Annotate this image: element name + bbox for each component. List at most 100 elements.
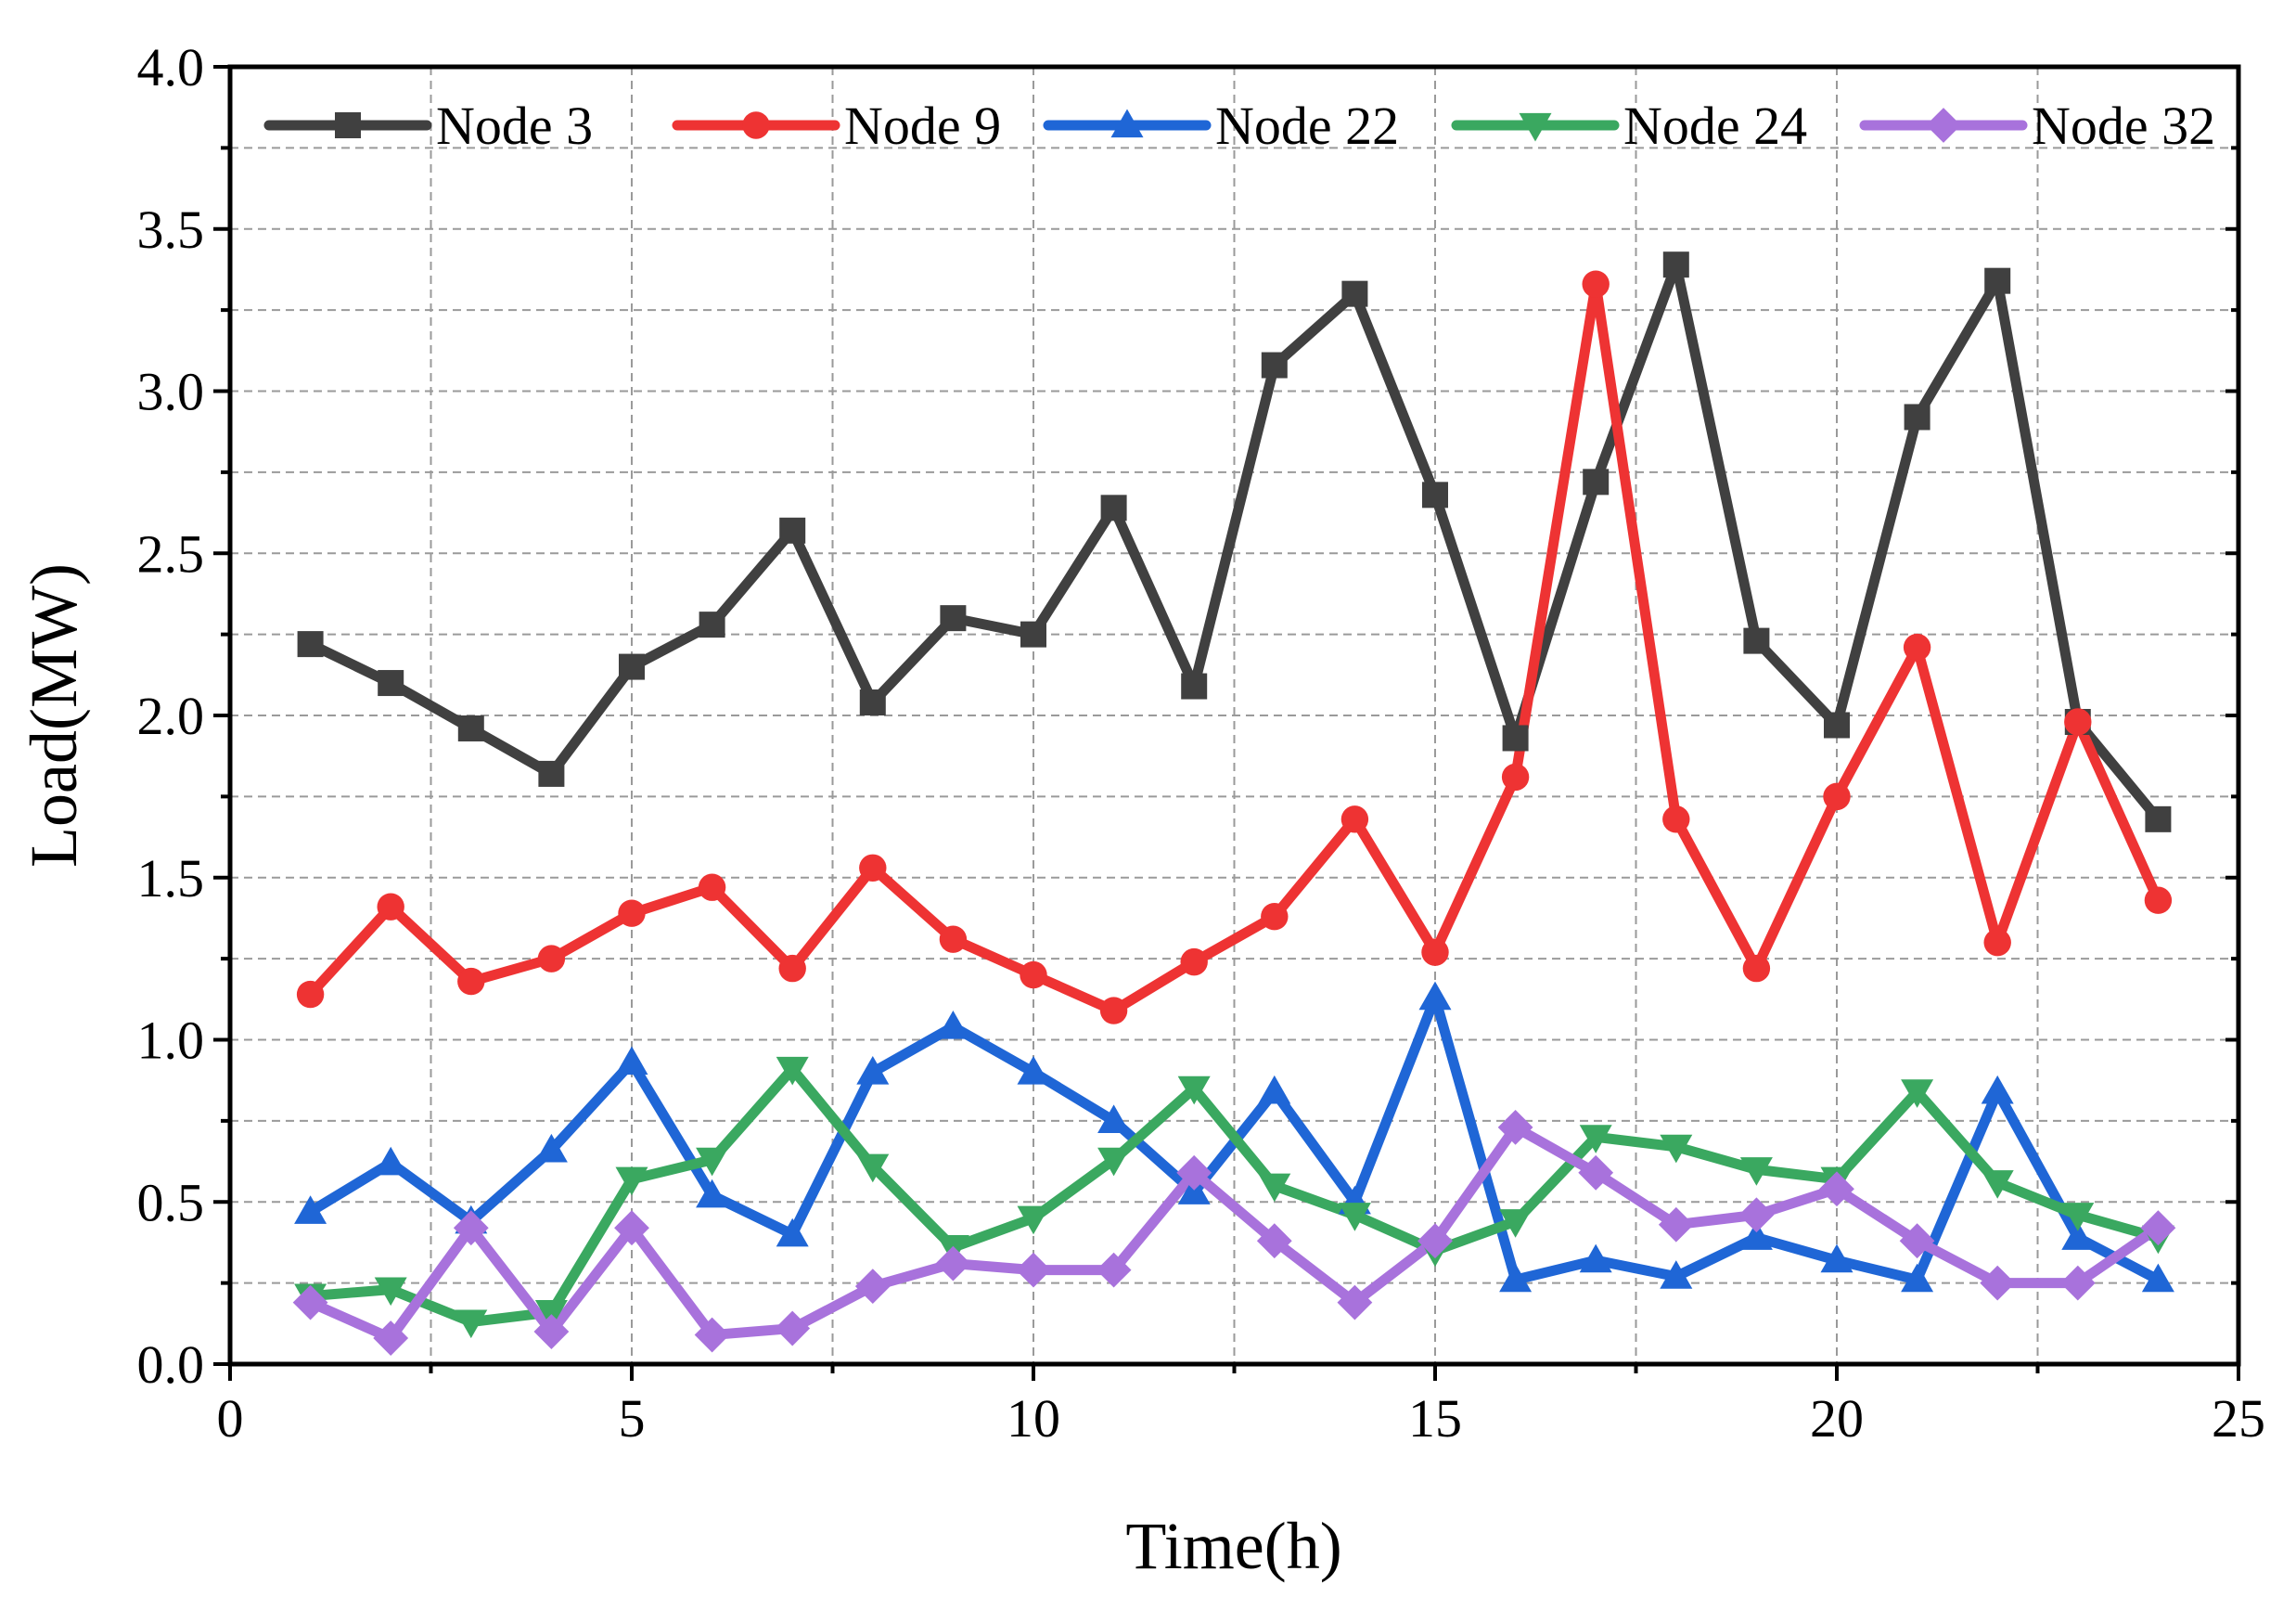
data-point-node-9 <box>1983 928 2011 957</box>
series-line-node-9 <box>305 278 2163 1016</box>
data-point-node-22 <box>696 1179 729 1208</box>
axis-ticks <box>213 65 2240 1381</box>
series-lines <box>305 259 2163 1344</box>
data-point-node-9 <box>1742 954 1771 983</box>
data-point-node-3 <box>779 517 806 544</box>
data-point-node-22 <box>2141 1263 2174 1293</box>
x-tick-label: 5 <box>619 1388 646 1449</box>
axis-tick-labels: 0 5 10 15 20 25 0.0 0.5 1.0 1.5 2.0 2.5 3.0 3.5 4.0 <box>137 37 2266 1449</box>
x-tick-label: 0 <box>217 1388 244 1449</box>
data-point-node-3 <box>538 760 565 787</box>
data-point-node-22 <box>936 1011 969 1039</box>
series-markers <box>292 251 2176 1356</box>
legend: Node 3 Node 9 Node 22 Node 24 Node 32 <box>263 96 2215 156</box>
legend-item-node-3: Node 3 <box>263 96 593 156</box>
data-point-node-9 <box>1020 960 1047 989</box>
data-point-node-22 <box>1901 1263 1934 1293</box>
data-point-node-24 <box>776 1056 809 1086</box>
data-point-node-32 <box>1578 1154 1614 1191</box>
data-point-node-22 <box>1499 1263 1533 1293</box>
data-point-node-3 <box>940 605 967 632</box>
data-point-node-32 <box>292 1284 328 1320</box>
data-point-node-22 <box>1097 1104 1131 1133</box>
data-point-node-22 <box>856 1055 890 1085</box>
legend-item-node-24: Node 24 <box>1451 96 1807 156</box>
data-point-node-3 <box>1261 352 1288 379</box>
legend-marker-node-22 <box>1110 109 1144 138</box>
data-point-node-3 <box>619 653 645 680</box>
data-point-node-32 <box>533 1314 570 1349</box>
y-tick-label: 1.5 <box>137 848 205 908</box>
legend-label-node-24: Node 24 <box>1623 96 1807 156</box>
data-point-node-22 <box>294 1195 327 1224</box>
data-point-node-24 <box>455 1309 488 1339</box>
data-point-node-32 <box>1497 1109 1533 1145</box>
data-point-node-32 <box>1337 1284 1373 1320</box>
data-point-node-24 <box>856 1153 890 1183</box>
x-tick-label: 15 <box>1408 1388 1462 1449</box>
y-axis-title: Load(MW) <box>17 563 91 868</box>
data-point-node-3 <box>859 689 886 716</box>
legend-marker-node-32 <box>1926 108 1961 143</box>
x-axis-title: Time(h) <box>1125 1509 1341 1583</box>
data-point-node-3 <box>699 612 725 638</box>
legend-label-node-3: Node 3 <box>436 96 593 156</box>
data-point-node-32 <box>1096 1252 1132 1288</box>
data-point-node-3 <box>1181 673 1208 700</box>
data-point-node-3 <box>297 631 324 658</box>
data-point-node-3 <box>1662 251 1689 278</box>
y-tick-label: 1.0 <box>137 1011 205 1071</box>
y-tick-label: 0.0 <box>137 1334 205 1395</box>
data-point-node-9 <box>1421 938 1449 966</box>
data-point-node-32 <box>373 1320 409 1356</box>
legend-label-node-22: Node 22 <box>1215 96 1399 156</box>
data-point-node-24 <box>1097 1147 1131 1177</box>
data-point-node-9 <box>1099 997 1128 1024</box>
data-point-node-32 <box>2140 1210 2176 1246</box>
data-point-node-32 <box>614 1210 649 1246</box>
data-point-node-9 <box>296 980 325 1009</box>
x-tick-label: 20 <box>1810 1388 1864 1449</box>
data-point-node-3 <box>1583 469 1610 496</box>
series-line-node-32 <box>305 1122 2163 1344</box>
data-point-node-9 <box>457 967 485 996</box>
data-point-node-24 <box>1177 1075 1211 1105</box>
data-point-node-24 <box>374 1277 407 1307</box>
data-point-node-32 <box>775 1310 811 1346</box>
data-point-node-22 <box>1660 1260 1693 1289</box>
y-tick-label: 2.0 <box>137 686 205 746</box>
data-point-node-22 <box>615 1046 648 1075</box>
data-point-node-32 <box>694 1317 730 1353</box>
data-point-node-32 <box>935 1245 971 1282</box>
data-point-node-9 <box>939 925 968 953</box>
data-point-node-32 <box>854 1269 891 1305</box>
data-point-node-9 <box>377 893 404 921</box>
data-point-node-32 <box>1658 1206 1694 1243</box>
data-point-node-22 <box>2061 1221 2095 1250</box>
data-point-node-3 <box>1824 712 1850 739</box>
data-point-node-22 <box>1981 1075 2014 1104</box>
data-point-node-32 <box>1819 1171 1854 1207</box>
data-point-node-24 <box>1338 1203 1371 1231</box>
data-point-node-22 <box>1017 1055 1050 1085</box>
data-point-node-3 <box>1341 280 1368 307</box>
data-point-node-24 <box>1017 1205 1050 1235</box>
y-tick-label: 3.5 <box>137 200 205 260</box>
data-point-node-9 <box>1903 633 1931 662</box>
y-tick-label: 3.0 <box>137 362 205 422</box>
data-point-node-3 <box>378 670 404 697</box>
data-point-node-3 <box>1020 621 1046 648</box>
data-point-node-24 <box>1739 1157 1773 1186</box>
data-point-node-22 <box>1579 1243 1612 1273</box>
data-point-node-32 <box>1980 1265 2016 1301</box>
legend-item-node-22: Node 22 <box>1043 96 1399 156</box>
data-point-node-9 <box>1823 782 1851 811</box>
data-point-node-22 <box>534 1133 568 1163</box>
data-point-node-32 <box>1738 1197 1775 1233</box>
data-point-node-9 <box>1662 805 1690 833</box>
data-point-node-24 <box>696 1147 729 1177</box>
data-point-node-22 <box>1739 1221 1773 1250</box>
data-point-node-9 <box>2144 886 2173 914</box>
data-point-node-3 <box>1984 267 2011 294</box>
